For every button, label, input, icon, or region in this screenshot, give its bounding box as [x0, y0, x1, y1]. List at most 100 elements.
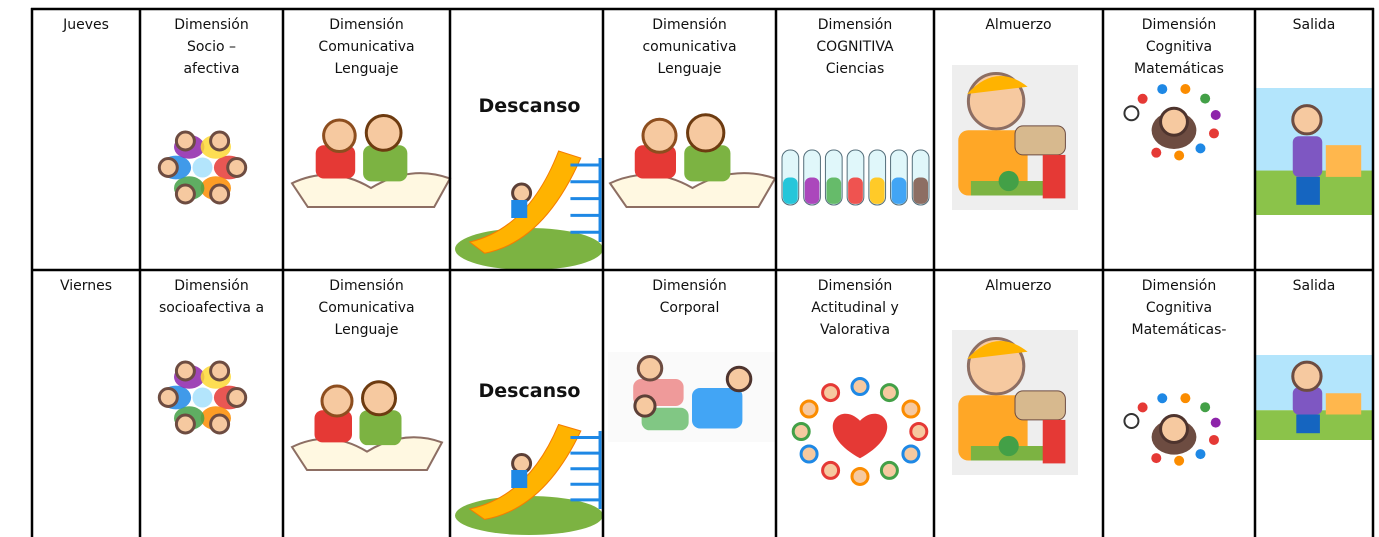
cell: Dimensión COGNITIVA Ciencias — [781, 17, 930, 206]
body — [1292, 136, 1323, 177]
cell-text: Almuerzo — [985, 17, 1051, 33]
digit — [1210, 417, 1221, 428]
cell-text: Corporal — [660, 300, 720, 316]
face — [799, 399, 819, 419]
cell: Descanso — [455, 95, 603, 270]
face — [322, 118, 357, 154]
digit — [1157, 393, 1168, 404]
kid — [314, 410, 352, 443]
face — [209, 183, 231, 205]
face — [226, 387, 248, 408]
heart-shape — [832, 413, 888, 459]
cell-text: Salida — [1293, 278, 1336, 294]
cell: Salida — [1255, 17, 1373, 215]
hair — [967, 341, 1028, 359]
image-label: Descanso — [479, 95, 581, 117]
face — [879, 383, 899, 403]
face — [157, 157, 179, 178]
cell-text: Comunicativa — [318, 300, 414, 316]
house — [1325, 145, 1362, 177]
juice — [1042, 154, 1066, 199]
cell: Dimensión Socio – afectiva — [157, 17, 249, 205]
kid — [359, 410, 402, 446]
cell-text: Matemáticas — [1134, 61, 1224, 77]
slide — [468, 150, 582, 254]
face — [821, 383, 841, 403]
image-label: Descanso — [479, 380, 581, 402]
liquid — [848, 177, 863, 204]
liquid — [913, 177, 928, 204]
apple — [998, 435, 1019, 457]
face — [174, 413, 196, 435]
cell: Dimensión Cognitiva Matemáticas- — [1123, 278, 1227, 466]
cell-text: Dimensión — [1142, 278, 1216, 294]
cell: Viernes — [60, 278, 112, 294]
cell: Almuerzo — [952, 17, 1078, 210]
hair — [967, 76, 1028, 94]
digit — [1180, 393, 1191, 404]
bread — [1014, 390, 1066, 421]
digit — [1137, 402, 1148, 413]
grass — [455, 228, 603, 270]
cell-text: Comunicativa — [318, 39, 414, 55]
liquid — [783, 177, 798, 204]
face — [174, 183, 196, 205]
cell-text: comunicativa — [642, 39, 736, 55]
juice — [1042, 419, 1066, 464]
face — [686, 113, 726, 153]
face — [157, 387, 179, 408]
cell-text: Dimensión — [652, 17, 726, 33]
cell-text: Dimensión — [1142, 17, 1216, 33]
face — [364, 114, 403, 152]
cell-text: Dimensión — [818, 17, 892, 33]
body — [1292, 387, 1323, 415]
face — [791, 422, 811, 441]
face — [1291, 104, 1323, 136]
face — [1291, 360, 1323, 392]
cell-text: Matemáticas- — [1132, 322, 1227, 338]
cell-text: socioafectiva a — [159, 300, 264, 316]
cell-text: Lenguaje — [658, 61, 722, 77]
house — [1325, 393, 1362, 415]
digit — [1208, 434, 1219, 445]
cell-text: Actitudinal y — [811, 300, 899, 316]
center — [192, 157, 213, 178]
face — [174, 360, 196, 382]
cell-text: Jueves — [62, 17, 109, 33]
cell-text: Dimensión — [329, 17, 403, 33]
legs — [1296, 414, 1320, 434]
cell: Dimensión Actitudinal y Valorativa — [791, 278, 929, 486]
face — [799, 444, 819, 464]
cell-text: Socio – — [187, 39, 236, 55]
face — [1159, 106, 1189, 137]
kid — [315, 145, 356, 179]
cell: Dimensión comunicativa Lenguaje — [608, 17, 777, 208]
face — [633, 394, 657, 418]
apple — [998, 170, 1019, 192]
digit — [1195, 143, 1206, 154]
liquid — [891, 177, 907, 204]
digit — [1137, 93, 1148, 104]
cell: Dimensión Comunicativa Lenguaje — [290, 17, 452, 208]
cell: Jueves — [62, 17, 109, 33]
liquid — [804, 177, 820, 204]
face — [821, 460, 841, 480]
kid — [511, 200, 528, 218]
face — [209, 360, 231, 382]
face — [361, 380, 397, 417]
cell-text: Cognitiva — [1146, 39, 1212, 55]
cell-text: Lenguaje — [335, 322, 399, 338]
face — [879, 460, 899, 480]
cell: Dimensión socioafectiva a — [157, 278, 264, 435]
face — [850, 466, 870, 486]
digit — [1151, 453, 1162, 464]
face — [209, 130, 231, 152]
cell-text: Dimensión — [329, 278, 403, 294]
kid — [684, 145, 731, 182]
magnifier — [1123, 413, 1140, 429]
cell-text: Lenguaje — [335, 61, 399, 77]
face — [725, 365, 753, 393]
face — [636, 354, 664, 382]
face — [1159, 414, 1189, 444]
